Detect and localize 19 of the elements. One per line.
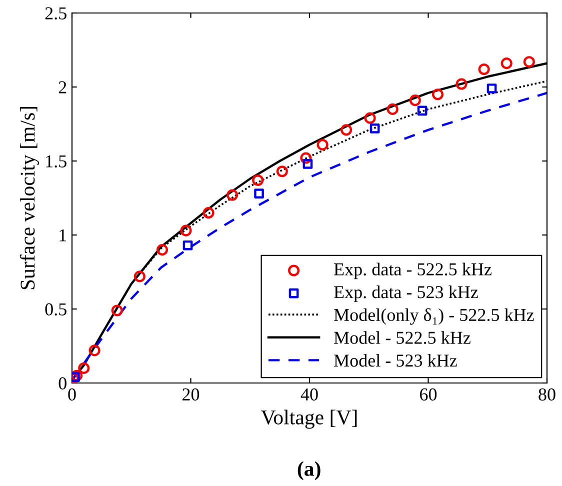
y-axis-title: Surface velocity [m/s]: [20, 106, 40, 290]
y-tick-label: 2.5: [45, 7, 66, 20]
y-tick-label: 1: [60, 229, 66, 242]
legend-label: Model - 522.5 kHz: [334, 331, 470, 344]
legend-label: Exp. data - 522.5 kHz: [334, 262, 492, 280]
legend-label: Model - 523 kHz: [334, 354, 457, 367]
legend-label: Model(only δ₁) - 522.5 kHz: [334, 308, 534, 325]
x-tick-label: 0: [68, 388, 76, 401]
x-axis-title: Voltage [V]: [261, 410, 357, 429]
y-tick-label: 0: [58, 377, 66, 390]
x-tick-label: 80: [538, 388, 556, 401]
x-tick-label: 40: [300, 388, 318, 401]
x-tick-label: 60: [420, 388, 437, 401]
y-tick-label: 2: [58, 81, 66, 94]
y-tick-label: 0.5: [45, 303, 66, 316]
legend-label: Exp. data - 523 kHz: [334, 286, 478, 302]
x-tick-label: 20: [182, 388, 200, 401]
y-tick-label: 1.5: [46, 155, 66, 168]
text: (a): [298, 461, 320, 480]
